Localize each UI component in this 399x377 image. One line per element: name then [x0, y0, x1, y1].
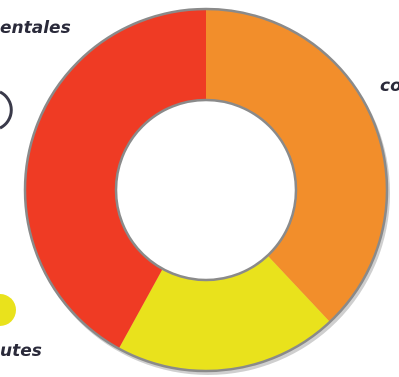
- label-bottom-left: utes: [0, 341, 42, 361]
- label-top-left: entales: [0, 18, 71, 38]
- donut-hole: [114, 98, 298, 282]
- donut-slice-1: [206, 9, 388, 322]
- edge-marker-left: [0, 90, 13, 130]
- label-right: co: [380, 76, 399, 96]
- edge-marker-yellow: [0, 294, 16, 326]
- donut-slice-2: [118, 255, 330, 371]
- donut-outer-edge: [23, 7, 389, 373]
